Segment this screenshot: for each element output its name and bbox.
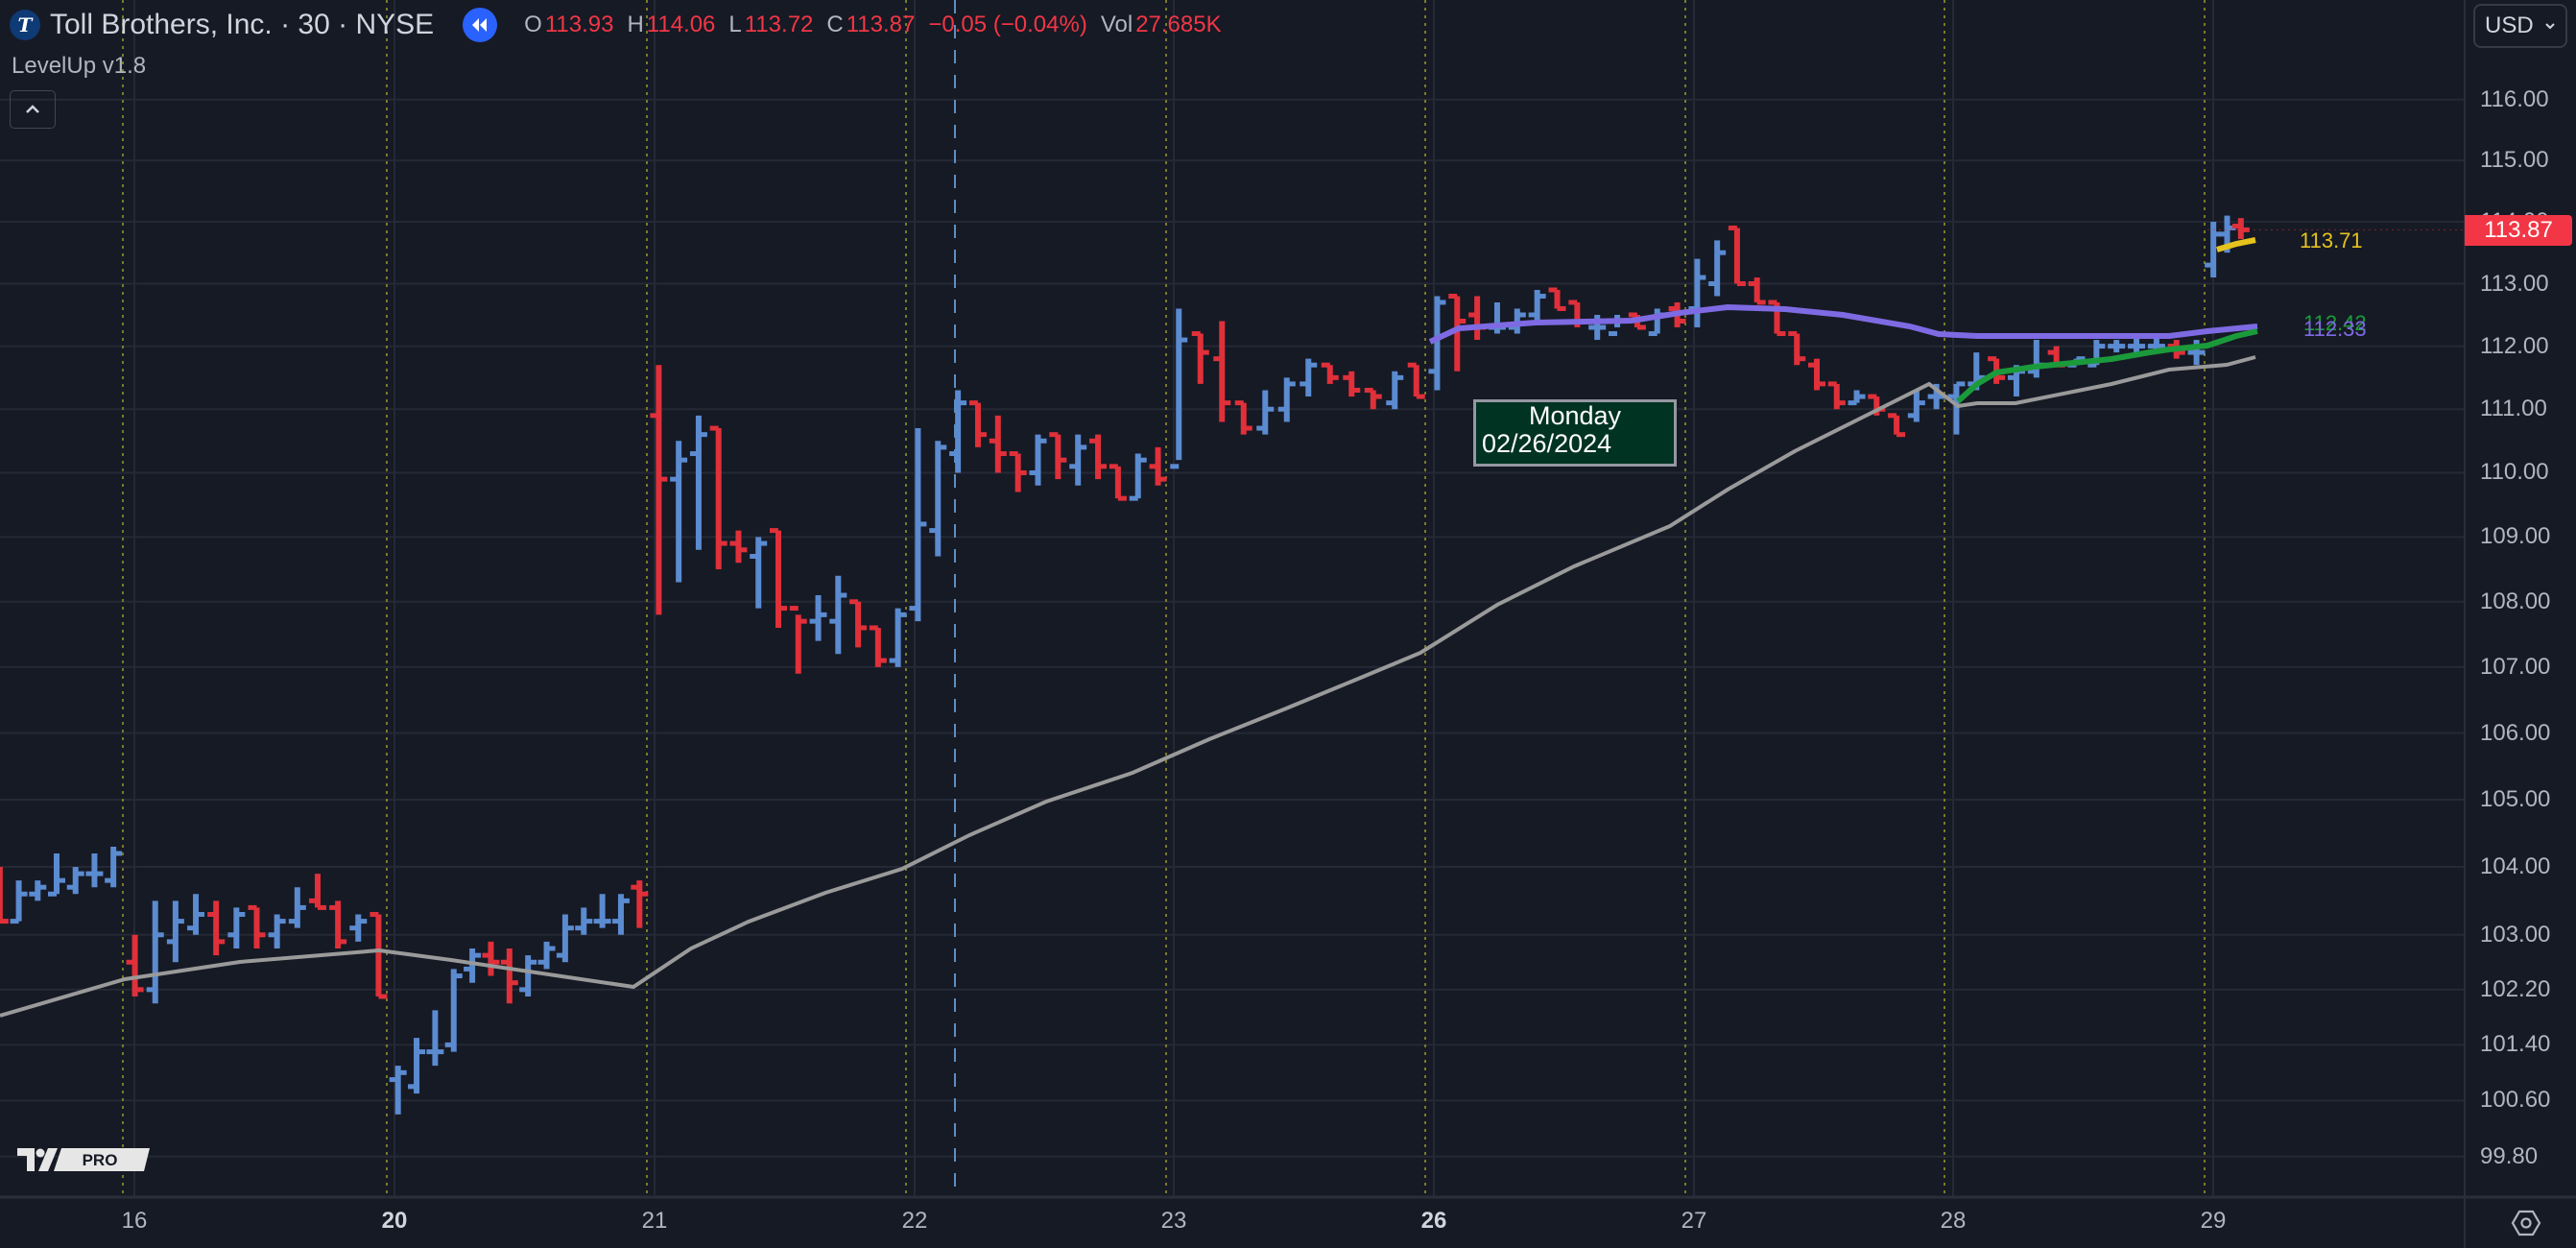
company-logo: T [10, 10, 40, 40]
open-value: 113.93 [544, 12, 614, 37]
change-value: −0.05 (−0.04%) [928, 12, 1087, 37]
price-tick: 104.00 [2480, 853, 2551, 880]
price-tick: 103.00 [2480, 921, 2551, 948]
open-label: O [524, 12, 542, 37]
price-tick: 109.00 [2480, 523, 2551, 550]
price-tick: 105.00 [2480, 786, 2551, 812]
chevron-down-icon [2545, 23, 2555, 30]
price-tick: 100.60 [2480, 1087, 2551, 1114]
indicator-legend[interactable]: LevelUp v1.8 [12, 53, 147, 79]
price-tick: 116.00 [2480, 85, 2549, 112]
time-tick: 29 [2200, 1208, 2227, 1234]
high-label: H [627, 12, 644, 37]
svg-text:PRO: PRO [83, 1151, 118, 1169]
price-tick: 99.80 [2480, 1142, 2539, 1169]
last-price-badge: 113.87 [2465, 215, 2572, 246]
price-tick: 108.00 [2480, 588, 2551, 614]
price-tick: 102.20 [2480, 975, 2551, 1002]
time-tick: 16 [121, 1208, 148, 1234]
volume-label: Vol [1100, 12, 1133, 37]
time-tick: 26 [1420, 1208, 1447, 1234]
tv-logo-icon: PRO [17, 1148, 150, 1171]
low-value: 113.72 [744, 12, 814, 37]
chart-header: T Toll Brothers, Inc. · 30 · NYSE O 113.9… [10, 6, 1235, 44]
price-tick: 106.00 [2480, 719, 2551, 746]
price-tick: 113.00 [2480, 270, 2549, 297]
settings-icon[interactable] [2509, 1206, 2543, 1240]
close-label: C [826, 12, 844, 37]
currency-selector[interactable]: USD [2473, 4, 2567, 48]
ohlc-legend: O 113.93 H 114.06 L 113.72 C 113.87 −0.05 (−… [524, 12, 1234, 38]
time-tick: 22 [901, 1208, 928, 1234]
tooltip-date: 02/26/2024 [1482, 429, 1612, 458]
time-tick: 23 [1160, 1208, 1187, 1234]
low-label: L [728, 12, 742, 37]
time-tick: 20 [381, 1208, 408, 1234]
tooltip-day: Monday [1528, 401, 1622, 430]
close-value: 113.87 [846, 12, 916, 37]
high-value: 114.06 [646, 12, 716, 37]
rewind-icon [472, 18, 488, 32]
price-tick: 112.00 [2480, 332, 2549, 359]
currency-label: USD [2485, 12, 2534, 38]
chevron-up-icon [26, 105, 39, 113]
yellow-line-value: 113.71 [2300, 228, 2363, 252]
price-tick: 110.00 [2480, 459, 2549, 486]
price-tick: 107.00 [2480, 653, 2551, 680]
date-tooltip: Monday 02/26/2024 [1473, 399, 1677, 467]
collapse-legend-button[interactable] [10, 90, 56, 129]
tradingview-logo: PRO [15, 1144, 150, 1175]
time-tick: 28 [1940, 1208, 1967, 1234]
price-tick: 101.40 [2480, 1031, 2551, 1058]
time-tick: 21 [641, 1208, 668, 1234]
replay-button[interactable] [463, 8, 498, 42]
green-line-value: 112.42 [2303, 311, 2367, 335]
purple-line-value: 112.33 [2303, 317, 2367, 341]
volume-value: 27.685K [1135, 12, 1222, 37]
symbol-title[interactable]: Toll Brothers, Inc. · 30 · NYSE [50, 9, 435, 40]
price-tick: 115.00 [2480, 147, 2549, 174]
time-tick: 27 [1681, 1208, 1707, 1234]
price-tick: 111.00 [2480, 396, 2547, 422]
